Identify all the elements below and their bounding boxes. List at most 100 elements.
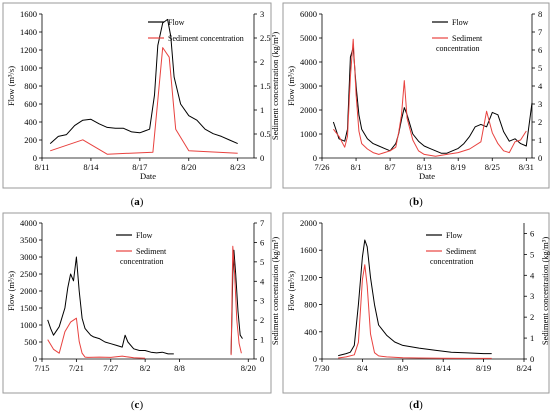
series-line-sediment-concentration [230,245,242,356]
y2-tick-label: 0 [538,153,542,163]
y-tick-label: 1000 [20,320,37,330]
y2-tick-label: 6 [538,45,542,55]
y2-tick-label: 2 [260,315,264,325]
y-tick-label: 6000 [300,9,317,19]
y2-tick-label: 2.5 [260,33,271,43]
y2-tick-label: 1.5 [260,81,271,91]
x-axis-label: Date [419,171,435,181]
y-tick-label: 2500 [20,269,37,279]
y2-tick-label: 1 [538,135,542,145]
y-tick-label: 1600 [300,245,317,255]
y2-tick-label: 2 [530,312,534,322]
chart-frame [282,2,550,189]
x-tick-label: 8/8 [174,363,185,373]
y-tick-label: 3500 [20,235,37,245]
y-tick-label: 1200 [20,45,37,55]
y2-tick-label: 3 [530,291,534,301]
y2-tick-label: 3 [260,296,264,306]
series-line-flow [49,18,238,145]
y-axis-label: Flow (m³/s) [6,66,16,106]
y-tick-label: 600 [24,99,37,109]
x-tick-label: 8/1 [351,162,362,172]
y2-tick-label: 6 [260,237,264,247]
x-tick-label: 8/17 [132,162,147,172]
legend-item: Flow [148,18,185,27]
x-tick-label: 8/13 [417,162,432,172]
legend-label: Flow [136,231,153,240]
series-line-flow [47,256,174,355]
x-tick-label: 8/25 [485,162,500,172]
y2-tick-label: 6 [530,228,534,238]
series-line-flow [332,47,533,154]
x-tick-label: 7/27 [103,363,118,373]
y-tick-label: 4000 [20,218,37,228]
y2-tick-label: 0.5 [260,129,271,139]
y2-tick-label: 1 [530,333,534,343]
x-axis-label: Date [140,171,156,181]
y-tick-label: 1000 [20,63,37,73]
y-tick-label: 3000 [300,81,317,91]
y2-tick-label: 0 [260,354,264,364]
y2-tick-label: 1 [260,105,264,115]
y2-tick-label: 7 [260,218,264,228]
y2-axis-label: Sediment concentration (kg/m³) [270,32,280,140]
x-tick-label: 8/2 [140,363,151,373]
y-tick-label: 1000 [300,129,317,139]
x-tick-label: 8/20 [181,162,196,172]
series-line-sediment-concentration [338,264,492,359]
y2-tick-label: 8 [538,9,542,19]
y2-tick-label: 4 [530,270,535,280]
chart-a: 0 200 400 600 800 1000 1200 1400 1600 0 0.5 1 1.5 2 2.… [2,2,280,208]
y2-tick-label: 5 [260,257,264,267]
x-tick-label: 8/11 [35,162,50,172]
chart-caption: (b) [409,196,423,208]
chart-frame [2,212,272,394]
chart-caption: (c) [131,399,144,411]
y2-tick-label: 4 [260,276,265,286]
legend-label-cont: concentration [436,44,480,53]
x-tick-label: 8/19 [451,162,466,172]
x-tick-label: 7/21 [69,363,84,373]
x-tick-label: 8/19 [476,363,491,373]
y-tick-label: 2000 [300,105,317,115]
y-tick-label: 1200 [300,272,317,282]
y-axis-label: Flow (m³/s) [286,271,296,311]
legend-label: Flow [446,231,463,240]
chart-caption: (d) [409,399,423,411]
y-axis-label: Flow (m³/s) [286,66,296,106]
y-tick-label: 400 [304,327,317,337]
y2-tick-label: 4 [538,81,543,91]
chart-d: 0 400 800 1200 1600 2000 0 1 2 3 4 5 6 7/30 8/4 8/9 8/14… [282,212,550,411]
x-tick-label: 7/26 [314,162,329,172]
legend-label-cont: concentration [120,257,164,266]
y-tick-label: 800 [24,81,37,91]
legend-item: Flow [432,18,469,27]
y2-tick-label: 0 [260,153,264,163]
y-tick-label: 2000 [20,286,37,296]
y2-tick-label: 7 [538,27,542,37]
series-line-sediment-concentration [50,47,238,155]
y2-axis-label: Sediment concentration (kg/m³) [270,237,280,345]
y2-tick-label: 5 [530,249,534,259]
y-tick-label: 0 [313,153,317,163]
y-tick-label: 1500 [20,303,37,313]
x-tick-label: 7/15 [34,363,49,373]
chart-b: 0 1000 2000 3000 4000 5000 6000 0 1 2 3 4 5 6 7 8 7/26 8/… [282,2,550,208]
legend-label-cont: concentration [430,257,474,266]
y-tick-label: 1400 [20,27,37,37]
chart-caption: (a) [131,196,144,208]
legend-item: Flow [426,231,463,240]
x-tick-label: 8/20 [241,363,256,373]
legend-item: Flow [116,231,153,240]
y2-tick-label: 2 [260,57,264,67]
y2-axis-label: Sediment concentration (kg/m³) [540,237,550,345]
x-tick-label: 8/7 [385,162,396,172]
y2-tick-label: 3 [538,99,542,109]
y2-axis-label: Sediment concentration (kg/m³) [548,32,550,140]
x-tick-label: 7/30 [314,363,329,373]
y2-tick-label: 5 [538,63,542,73]
y-tick-label: 4000 [300,57,317,67]
y2-tick-label: 3 [260,9,264,19]
